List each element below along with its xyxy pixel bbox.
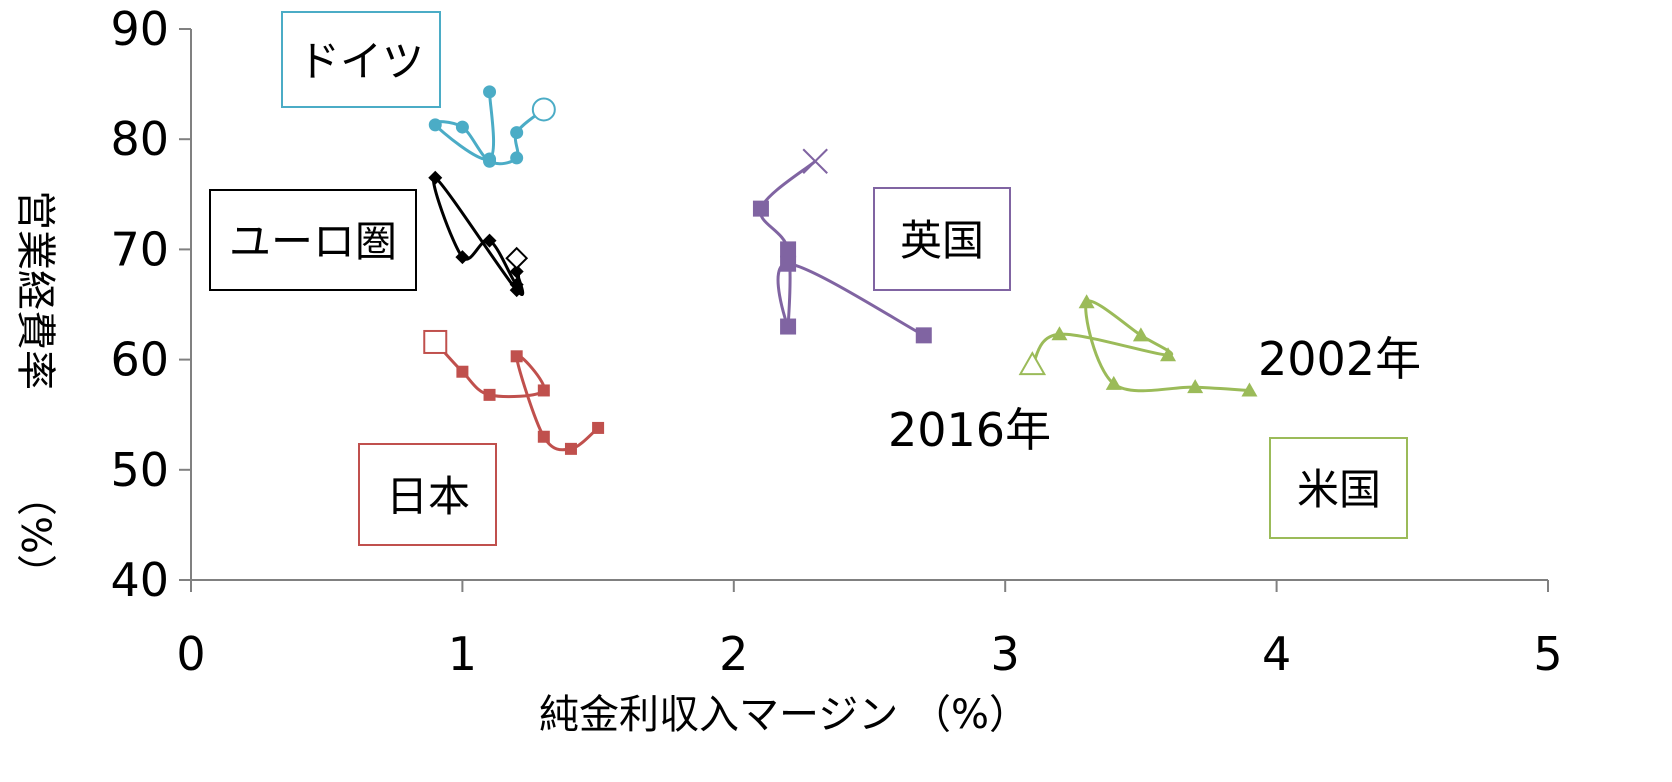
- y-tick-label: 70: [110, 222, 169, 276]
- series-point: [483, 85, 497, 99]
- series-point: [1051, 326, 1068, 341]
- label-germany-text: ドイツ: [298, 37, 424, 86]
- label-germany: ドイツ: [281, 11, 441, 108]
- x-tick-label: 3: [991, 627, 1020, 681]
- series-end-point: [531, 97, 556, 122]
- x-tick-label: 2: [719, 627, 748, 681]
- series-1: [428, 170, 529, 298]
- series-2: [752, 148, 932, 344]
- x-tick-label: 5: [1533, 627, 1562, 681]
- series-point: [1241, 382, 1258, 397]
- y-axis-title-unit: （%）: [12, 476, 58, 594]
- series-point: [483, 388, 496, 401]
- series-point: [537, 384, 550, 397]
- series-labels: ドイツ ユーロ圏 英国 日本 米国: [209, 11, 1408, 546]
- label-us: 米国: [1269, 437, 1408, 539]
- series-3: [423, 329, 605, 455]
- label-uk-text: 英国: [900, 216, 984, 265]
- series-point: [752, 200, 769, 217]
- series-point: [483, 154, 497, 168]
- series-point: [1160, 347, 1177, 362]
- series-point: [780, 318, 797, 335]
- x-marker-stroke: [802, 148, 828, 174]
- y-tick-label: 60: [110, 333, 169, 387]
- series-point: [456, 365, 469, 378]
- series-end-point: [423, 329, 448, 354]
- series-point: [592, 421, 605, 434]
- series-end-point: [505, 246, 529, 270]
- series-point: [509, 264, 524, 279]
- label-eurozone-text: ユーロ圏: [229, 217, 397, 266]
- series-line: [432, 176, 525, 296]
- series-point: [564, 442, 577, 455]
- series-point: [1187, 379, 1204, 394]
- label-eurozone: ユーロ圏: [209, 189, 417, 291]
- series-line: [1031, 299, 1250, 393]
- series-point: [510, 126, 524, 140]
- series-point: [428, 170, 443, 185]
- label-us-text: 米国: [1297, 465, 1381, 514]
- y-ticks: 40 50 60 70 80 90: [110, 2, 191, 607]
- series-point: [455, 250, 470, 265]
- series-point: [1078, 294, 1095, 309]
- series-0: [428, 85, 556, 168]
- annotation-end-year: 2016年: [888, 403, 1051, 457]
- series-end-point: [802, 148, 828, 174]
- series-point: [915, 327, 932, 344]
- y-tick-label: 40: [110, 553, 169, 607]
- series-point: [510, 151, 524, 165]
- label-japan-text: 日本: [386, 472, 470, 521]
- x-tick-label: 0: [176, 627, 205, 681]
- series-point: [1132, 327, 1149, 342]
- series-point: [428, 118, 442, 132]
- y-tick-label: 50: [110, 443, 169, 497]
- series-point: [780, 241, 797, 258]
- series-point: [510, 350, 523, 363]
- series-point: [482, 233, 497, 248]
- annotation-start-year: 2002年: [1258, 332, 1421, 386]
- label-japan: 日本: [358, 443, 497, 546]
- x-ticks: 0 1 2 3 4 5: [176, 580, 1563, 681]
- series-point: [509, 277, 524, 292]
- x-tick-label: 1: [448, 627, 477, 681]
- x-tick-label: 4: [1262, 627, 1291, 681]
- series-layer: [423, 85, 1258, 455]
- series-4: [1018, 294, 1258, 397]
- x-axis-title: 純金利収入マージン （%）: [539, 692, 1029, 738]
- label-uk: 英国: [873, 187, 1011, 291]
- y-axis-title: 営業経費率 （%）: [12, 190, 58, 594]
- y-tick-label: 80: [110, 112, 169, 166]
- axes: 40 50 60 70 80 90 0 1 2 3 4 5: [110, 2, 1562, 681]
- series-point: [455, 120, 469, 134]
- y-tick-label: 90: [110, 2, 169, 56]
- series-point: [1105, 375, 1122, 390]
- series-point: [537, 430, 550, 443]
- series-point: [780, 255, 797, 272]
- series-end-point: [1018, 351, 1047, 376]
- y-axis-title-main: 営業経費率: [12, 190, 58, 390]
